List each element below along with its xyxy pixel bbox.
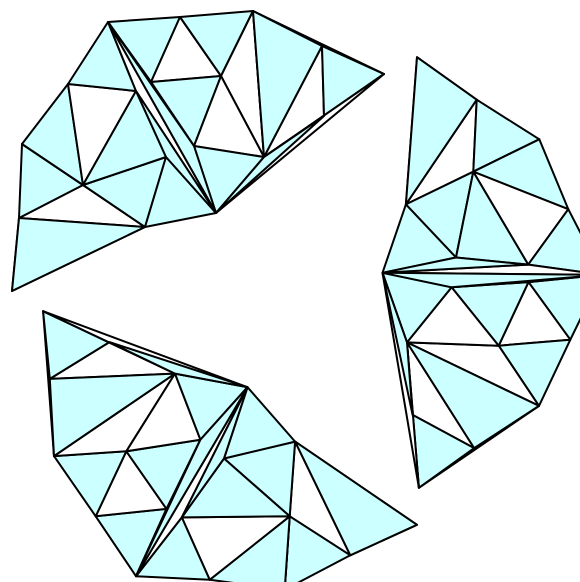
shaded-triangle: [12, 218, 145, 291]
triangle-tiles: [12, 11, 580, 582]
